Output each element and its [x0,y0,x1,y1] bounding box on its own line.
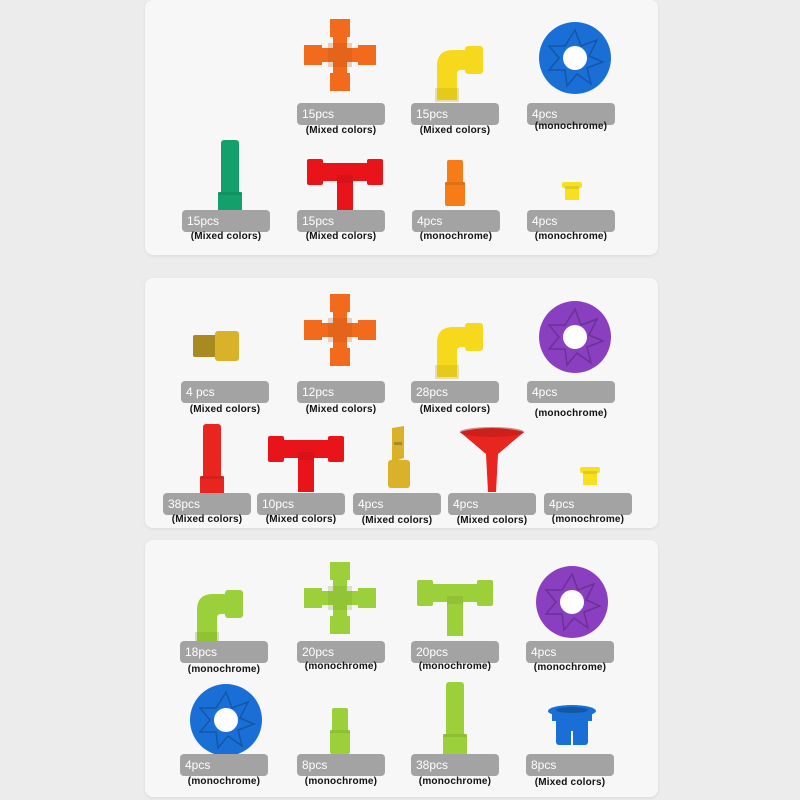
color-note: (Mixed colors) [419,404,491,415]
pipe-cross-icon [304,294,376,366]
whistle-icon [388,426,410,488]
color-note: (monochrome) [534,231,608,242]
color-note: (Mixed colors) [419,125,491,136]
color-note: (monochrome) [534,408,608,419]
quantity-badge: 8pcs [526,754,614,776]
pipe-cross-icon [304,19,376,91]
quantity-badge: 4 pcs [181,381,269,403]
disk-icon [536,566,608,638]
color-note: (Mixed colors) [305,404,377,415]
color-note: (Mixed colors) [361,515,433,526]
color-note: (monochrome) [551,514,625,525]
quantity-badge: 4pcs [527,381,615,403]
quantity-badge: 18pcs [180,641,268,663]
small-tube-icon [445,160,465,206]
quantity-badge: 4pcs [180,754,268,776]
color-note: (Mixed colors) [189,404,261,415]
color-note: (Mixed colors) [190,231,262,242]
pipe-elbow-icon [435,323,483,379]
color-note: (monochrome) [534,121,608,132]
pipe-tee-icon [307,159,383,215]
pipe-tee-icon [417,580,493,636]
quantity-badge: 4pcs [412,210,500,232]
pipe-tube-icon [443,682,467,758]
pipe-cross-icon [304,562,376,634]
cap-icon [580,467,600,485]
bushing-icon [548,705,596,745]
funnel-icon [460,427,524,492]
color-note: (monochrome) [419,231,493,242]
quantity-badge: 8pcs [297,754,385,776]
pipe-elbow-icon [195,590,243,646]
quantity-badge: 4pcs [448,493,536,515]
quantity-badge: 4pcs [526,641,614,663]
quantity-badge: 28pcs [411,381,499,403]
quantity-badge: 15pcs [182,210,270,232]
quantity-badge: 4pcs [353,493,441,515]
cap-icon [562,182,582,200]
color-note: (monochrome) [187,776,261,787]
quantity-badge: 20pcs [411,641,499,663]
quantity-badge: 20pcs [297,641,385,663]
small-tube-icon [330,708,350,754]
color-note: (monochrome) [304,776,378,787]
quantity-badge: 15pcs [411,103,499,125]
quantity-badge: 15pcs [297,103,385,125]
quantity-badge: 38pcs [411,754,499,776]
quantity-badge: 4pcs [527,210,615,232]
quantity-badge: 38pcs [163,493,251,515]
pipe-tee-icon [268,436,344,492]
color-note: (monochrome) [533,662,607,673]
quantity-badge: 15pcs [297,210,385,232]
color-note: (Mixed colors) [171,514,243,525]
pipe-elbow-icon [435,46,483,102]
color-note: (Mixed colors) [265,514,337,525]
color-note: (monochrome) [304,661,378,672]
quantity-badge: 10pcs [257,493,345,515]
disk-icon [539,22,611,94]
color-note: (monochrome) [418,661,492,672]
disk-icon [539,301,611,373]
disk-icon [190,684,262,756]
pipe-tube-icon [218,140,242,216]
quantity-badge: 4pcs [544,493,632,515]
pipe-tube-icon [200,424,224,500]
color-note: (monochrome) [187,664,261,675]
color-note: (Mixed colors) [305,231,377,242]
color-note: (Mixed colors) [456,515,528,526]
color-note: (Mixed colors) [305,125,377,136]
reducer-icon [193,331,239,361]
color-note: (monochrome) [418,776,492,787]
quantity-badge: 12pcs [297,381,385,403]
quantity-badge: 4pcs [527,103,615,125]
color-note: (Mixed colors) [534,777,606,788]
